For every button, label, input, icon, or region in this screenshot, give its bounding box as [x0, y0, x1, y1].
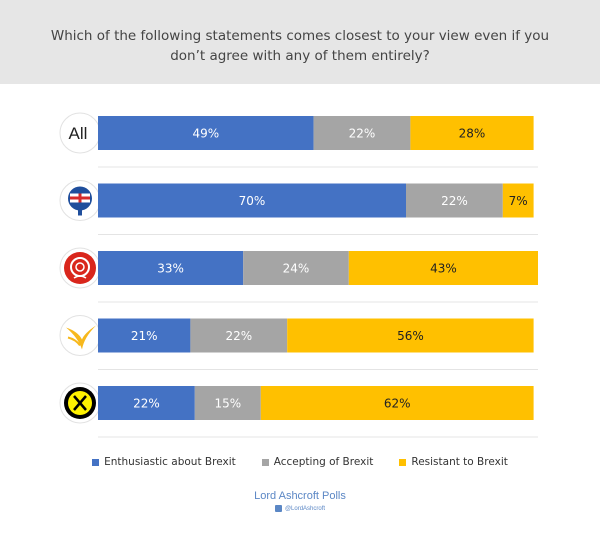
row-badge — [59, 315, 101, 356]
brand-name: Lord Ashcroft Polls — [254, 490, 346, 502]
data-label-accepting-4: 15% — [214, 397, 241, 411]
row-label-0: All — [69, 124, 88, 143]
bar-resistant-3 — [287, 318, 534, 353]
libdem-bird-icon — [66, 325, 96, 350]
legend-item-enthusiastic: Enthusiastic about Brexit — [92, 456, 236, 468]
data-label-enthusiastic-1: 70% — [239, 194, 266, 208]
rose-outer — [64, 252, 96, 284]
legend-swatch-resistant — [399, 458, 407, 466]
data-label-accepting-2: 24% — [283, 262, 310, 276]
data-label-resistant-3: 56% — [397, 329, 424, 343]
snp-saltire — [73, 395, 87, 411]
bar-resistant-1 — [502, 183, 534, 218]
tree-trunk — [78, 206, 82, 216]
legend-label-enthusiastic: Enthusiastic about Brexit — [104, 456, 236, 468]
data-label-resistant-4: 62% — [384, 397, 411, 411]
snp-logo-icon — [64, 387, 96, 419]
legend-swatch-accepting — [261, 458, 269, 466]
bird-lower-wing — [67, 336, 81, 347]
data-label-enthusiastic-0: 49% — [192, 127, 219, 141]
bar-resistant-4 — [260, 386, 534, 420]
bar-accepting-3 — [190, 318, 288, 353]
data-label-resistant-2: 43% — [430, 262, 457, 276]
bar-accepting-4 — [194, 386, 261, 420]
twitter-handle-row: @LordAshcroft — [0, 505, 600, 512]
data-label-enthusiastic-2: 33% — [157, 262, 184, 276]
labour-rose-icon — [64, 252, 96, 284]
data-label-accepting-1: 22% — [441, 194, 468, 208]
data-label-enthusiastic-3: 21% — [131, 329, 158, 343]
data-label-resistant-0: 28% — [459, 127, 486, 141]
data-label-enthusiastic-4: 22% — [133, 397, 160, 411]
chart-title: Which of the following statements comes … — [50, 28, 550, 64]
data-label-resistant-1: 7% — [509, 194, 528, 208]
data-label-accepting-0: 22% — [349, 127, 376, 141]
bar-resistant-0 — [410, 116, 534, 150]
conservative-tree-icon — [68, 186, 92, 216]
bar-enthusiastic-3 — [98, 318, 191, 353]
bar-accepting-2 — [243, 251, 349, 285]
bird-wings — [66, 325, 96, 350]
stacked-bar-chart: All 49% 22% 28% 70% 22% 7% 33% 24% 43% 21% 22% 56% 22… — [59, 112, 538, 438]
bar-accepting-0 — [313, 116, 411, 150]
bar-enthusiastic-4 — [98, 386, 195, 420]
flag-red-v — [78, 193, 82, 203]
legend-label-accepting: Accepting of Brexit — [273, 456, 374, 468]
question-header: Which of the following statements comes … — [0, 0, 600, 84]
legend-label-resistant: Resistant to Brexit — [411, 456, 508, 468]
legend-item-accepting: Accepting of Brexit — [261, 456, 374, 468]
legend-swatch-enthusiastic — [92, 458, 100, 466]
bar-enthusiastic-0 — [98, 116, 314, 150]
twitter-handle: @LordAshcroft — [284, 505, 326, 512]
legend-item-resistant: Resistant to Brexit — [399, 456, 508, 468]
bar-accepting-1 — [406, 183, 503, 218]
twitter-icon — [274, 505, 282, 512]
rose-center — [75, 262, 85, 272]
rose-leaf — [73, 275, 87, 279]
bar-enthusiastic-2 — [98, 251, 244, 285]
legend: Enthusiastic about Brexit Accepting of B… — [0, 456, 600, 468]
bar-enthusiastic-1 — [98, 183, 406, 218]
bar-resistant-2 — [348, 251, 538, 285]
data-label-accepting-3: 22% — [225, 329, 252, 343]
